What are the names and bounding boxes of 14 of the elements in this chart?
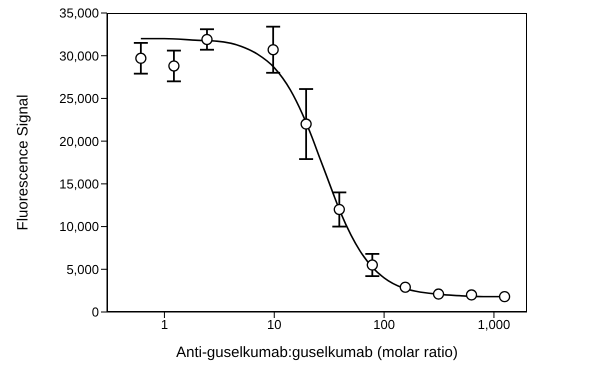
y-tick-label: 35,000 bbox=[59, 6, 99, 21]
x-axis-title: Anti-guselkumab:guselkumab (molar ratio) bbox=[176, 344, 458, 361]
y-tick-label: 20,000 bbox=[59, 134, 99, 149]
x-tick-label: 100 bbox=[373, 317, 395, 332]
y-tick-label: 30,000 bbox=[59, 48, 99, 64]
x-tick-label: 1 bbox=[160, 317, 168, 332]
x-tick-label: 1,000 bbox=[478, 317, 510, 332]
y-axis-title: Fluorescence Signal bbox=[14, 94, 32, 230]
y-tick-label: 10,000 bbox=[59, 219, 99, 234]
y-tick-label: 5,000 bbox=[66, 262, 99, 277]
y-tick-label: 25,000 bbox=[59, 91, 99, 106]
y-tick-label: 0 bbox=[92, 304, 99, 320]
x-tick-label: 10 bbox=[267, 317, 282, 332]
y-tick-label: 15,000 bbox=[59, 176, 99, 192]
